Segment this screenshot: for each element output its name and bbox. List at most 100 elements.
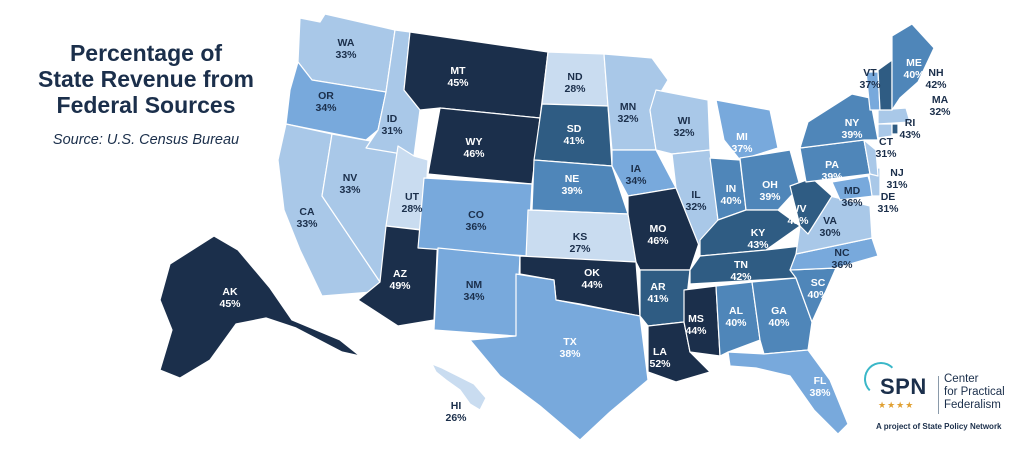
state-label-nv: NV 33%: [339, 172, 361, 196]
state-abbr: HI: [451, 400, 462, 412]
state-abbr: NV: [343, 172, 358, 184]
state-label-tn: TN 42%: [730, 259, 752, 283]
state-value: 28%: [401, 203, 423, 215]
state-abbr: NE: [565, 173, 580, 185]
state-abbr: MA: [932, 94, 949, 106]
state-label-mo: MO 46%: [647, 223, 669, 247]
state-value: 52%: [649, 358, 671, 370]
state-label-wy: WY 46%: [463, 136, 485, 160]
logo-swirl-icon: [864, 362, 898, 396]
state-label-nd: ND 28%: [564, 71, 586, 95]
state-label-ne: NE 39%: [561, 173, 583, 197]
state-value: 39%: [821, 171, 843, 183]
state-label-ks: KS 27%: [569, 231, 591, 255]
state-label-sd: SD 41%: [563, 123, 585, 147]
state-value: 36%: [841, 197, 863, 209]
state-shape-mi: [715, 99, 779, 161]
state-value: 42%: [925, 79, 947, 91]
map-title: Percentage of State Revenue from Federal…: [26, 40, 266, 118]
state-abbr: UT: [405, 191, 420, 203]
source-note: Source: U.S. Census Bureau: [52, 132, 240, 148]
state-value: 33%: [339, 184, 361, 196]
state-value: 38%: [559, 348, 581, 360]
state-label-pa: PA 39%: [821, 159, 843, 183]
state-abbr: NH: [928, 67, 943, 79]
state-value: 43%: [747, 239, 769, 251]
state-value: 40%: [725, 317, 747, 329]
state-label-tx: TX 38%: [559, 336, 581, 360]
logo-footer: A project of State Policy Network: [876, 422, 1002, 431]
state-abbr: IN: [726, 183, 737, 195]
state-label-nm: NM 34%: [463, 279, 485, 303]
state-value: 46%: [647, 235, 669, 247]
state-value: 46%: [463, 148, 485, 160]
state-value: 43%: [787, 215, 809, 227]
state-value: 31%: [875, 148, 897, 160]
state-abbr: NM: [466, 279, 483, 291]
state-label-ms: MS 44%: [685, 313, 707, 337]
state-label-me: ME 40%: [903, 57, 925, 81]
state-abbr: CA: [299, 206, 315, 218]
state-label-fl: FL 38%: [809, 375, 831, 399]
state-label-mi: MI 37%: [731, 131, 753, 155]
state-abbr: MS: [688, 313, 704, 325]
state-abbr: WI: [678, 115, 691, 127]
state-abbr: GA: [771, 305, 787, 317]
state-value: 43%: [899, 129, 921, 141]
state-value: 41%: [647, 293, 669, 305]
state-abbr: NJ: [890, 167, 904, 179]
state-label-or: OR 34%: [315, 90, 337, 114]
state-value: 49%: [389, 280, 411, 292]
state-value: 44%: [685, 325, 707, 337]
state-label-md: MD 36%: [841, 185, 863, 209]
state-value: 41%: [563, 135, 585, 147]
state-abbr: WY: [466, 136, 483, 148]
state-value: 45%: [447, 77, 469, 89]
logo-divider: [938, 376, 939, 414]
state-abbr: TX: [563, 336, 576, 348]
title-line-2: State Revenue from: [37, 66, 254, 92]
state-value: 44%: [581, 279, 603, 291]
state-abbr: RI: [905, 117, 916, 129]
state-label-la: LA 52%: [649, 346, 671, 370]
state-shape-mt: [403, 31, 549, 119]
state-abbr: IL: [691, 189, 701, 201]
state-label-hi: HI 26%: [445, 400, 467, 424]
state-value: 38%: [809, 387, 831, 399]
state-label-al: AL 40%: [725, 305, 747, 329]
state-label-mt: MT 45%: [447, 65, 469, 89]
state-label-nh: NH 42%: [925, 67, 947, 91]
logo-line-2: for Practical: [944, 386, 1005, 398]
state-abbr: AK: [222, 286, 238, 298]
state-shape-me: [891, 23, 935, 111]
state-label-ia: IA 34%: [625, 163, 647, 187]
state-abbr: OR: [318, 90, 334, 102]
state-value: 31%: [381, 125, 403, 137]
state-abbr: ME: [906, 57, 922, 69]
state-value: 45%: [219, 298, 241, 310]
state-label-in: IN 40%: [720, 183, 742, 207]
state-abbr: LA: [653, 346, 667, 358]
state-shape-ma: [877, 107, 911, 125]
state-label-ca: CA 33%: [296, 206, 318, 230]
state-abbr: TN: [734, 259, 748, 271]
state-label-az: AZ 49%: [389, 268, 411, 292]
state-abbr: AR: [650, 281, 666, 293]
state-abbr: SD: [567, 123, 582, 135]
state-value: 34%: [315, 102, 337, 114]
state-shape-wy: [427, 107, 541, 185]
state-label-ok: OK 44%: [581, 267, 603, 291]
title-line-3: Federal Sources: [56, 92, 236, 118]
state-abbr: MI: [736, 131, 748, 143]
state-abbr: VT: [863, 67, 877, 79]
state-value: 42%: [730, 271, 752, 283]
logo-text: Center for Practical Federalism: [944, 373, 1024, 412]
state-label-il: IL 32%: [685, 189, 707, 213]
state-abbr: WA: [338, 37, 355, 49]
state-label-vt: VT 37%: [859, 67, 881, 91]
state-shape-ri: [891, 123, 899, 135]
state-shape-ny: [799, 93, 879, 149]
state-abbr: SC: [811, 277, 826, 289]
state-abbr: AZ: [393, 268, 408, 280]
state-label-wa: WA 33%: [335, 37, 357, 61]
